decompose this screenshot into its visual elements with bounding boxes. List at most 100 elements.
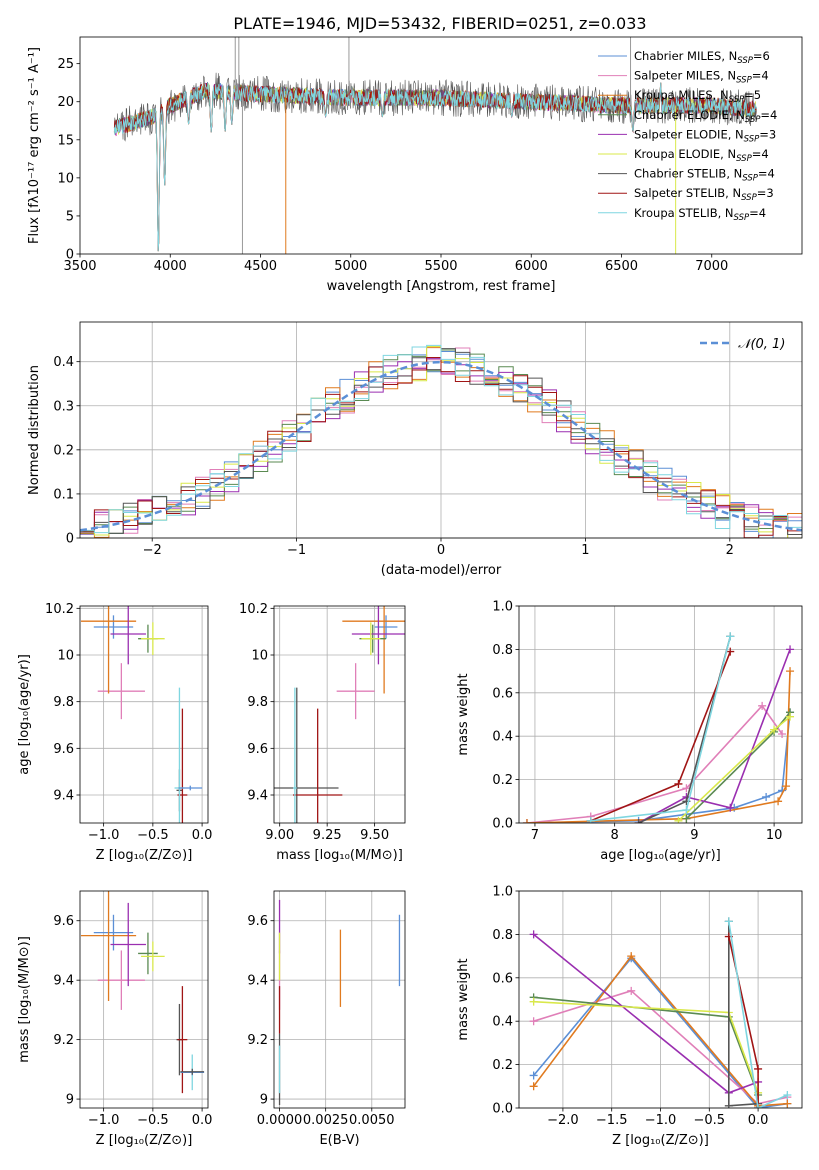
legend-label: Kroupa STELIB, NSSP=4 [634, 206, 766, 223]
x-tick-label: 1 [581, 543, 589, 558]
axes-frame [273, 605, 406, 824]
x-tick-label: 0.0 [192, 1113, 213, 1128]
weight-marker [627, 986, 636, 995]
x-tick-label: −1.0 [88, 1113, 120, 1128]
weight-marker [783, 1090, 792, 1099]
weight-line [526, 704, 783, 823]
weight-marker [770, 725, 779, 734]
histogram-series [80, 357, 802, 538]
weight-marker [758, 701, 767, 710]
spectrum-panel: 3500 4000 4500 5000 5500 6000 6500 7000 0 5 10 15 20… [27, 36, 803, 294]
weight-marker [786, 645, 795, 654]
legend: Chabrier MILES, NSSP=6 Salpeter MILES, NS… [598, 49, 777, 223]
y-tick-label: 0.8 [492, 643, 513, 658]
x-axis-label: Z [log₁₀(Z/Z⊙)] [96, 848, 193, 863]
legend-label: Chabrier MILES, NSSP=6 [634, 49, 770, 66]
age_vs_mass-plot-area [274, 606, 405, 823]
x-tick-label: 7000 [695, 259, 728, 274]
weight-marker [778, 730, 787, 739]
mass_vs_Z-panel: −1.0 −0.5 0.0 9 9.2 9.4 9.6 Z [log₁₀(Z/Z⊙)] mass… [17, 890, 213, 1148]
y-tick-label: 10 [251, 649, 268, 664]
x-tick-label: 4000 [154, 259, 187, 274]
weight-marker [522, 819, 531, 823]
legend-subscript: SSP [741, 193, 757, 203]
x-axis-label: (data-model)/error [381, 563, 502, 578]
y-tick-label: 9.2 [247, 1033, 268, 1048]
weight_vs_Z-plot-area [529, 917, 792, 1108]
y-tick-label: 9.6 [53, 914, 74, 929]
legend-tail: =4 [760, 108, 777, 122]
axes-frame [79, 605, 209, 824]
y-tick-label: 0.0 [492, 817, 513, 832]
age_vs_Z-plot-area [80, 606, 203, 823]
y-tick-label: 9.6 [247, 914, 268, 929]
y-tick-label: 1.0 [492, 600, 513, 615]
legend-subscript: SSP [742, 174, 758, 184]
weight-marker [674, 816, 683, 823]
x-tick-label: 9 [690, 828, 698, 843]
weight-marker [754, 1064, 763, 1073]
weight-line [532, 954, 788, 1107]
y-tick-label: 25 [57, 57, 74, 72]
legend-tail: =4 [752, 69, 769, 83]
y-tick-label: 9.4 [247, 789, 268, 804]
histogram-series [80, 344, 802, 534]
x-tick-label: −1.0 [645, 1113, 677, 1128]
legend-subscript: SSP [745, 115, 761, 125]
x-tick-label: 9.50 [360, 828, 389, 843]
axes-frame [518, 605, 803, 824]
weight-marker [724, 917, 733, 926]
x-tick-label: −0.5 [137, 828, 169, 843]
x-axis-label: wavelength [Angstrom, rest frame] [327, 279, 556, 294]
weight-marker [586, 816, 595, 823]
y-tick-label: 9.6 [247, 742, 268, 757]
x-tick-label: −2 [143, 543, 162, 558]
y-tick-label: 0.6 [492, 971, 513, 986]
spectrum-plot-area [113, 37, 757, 254]
axes-frame [79, 36, 803, 255]
legend-label: Kroupa ELODIE, NSSP=4 [634, 147, 769, 164]
x-axis-label: E(B-V) [319, 1133, 359, 1148]
y-tick-label: 15 [57, 133, 74, 148]
weight-marker [682, 814, 691, 823]
y-axis-label: Flux [fλ10⁻¹⁷ erg cm⁻² s⁻¹ A⁻¹] [27, 47, 42, 244]
spectrum-line [113, 82, 757, 252]
y-tick-label: 9.4 [53, 974, 74, 989]
y-tick-label: 0.1 [53, 487, 74, 502]
x-tick-label: 0.0 [748, 1113, 769, 1128]
legend-label: Salpeter STELIB, NSSP=3 [634, 186, 774, 203]
residuals-panel: −2 −1 0 1 2 0 0.1 0.2 0.3 0.4 (data-model)/error No… [27, 321, 803, 578]
mass_vs_EBV-panel: 0.0000 0.0025 0.0050 9 9.2 9.4 9.6 E(B-V) [247, 890, 406, 1148]
y-tick-label: 9 [260, 1093, 268, 1108]
y-tick-label: 0.3 [53, 399, 74, 414]
y-axis-label: mass weight [456, 958, 471, 1040]
weight-marker [726, 647, 735, 656]
x-tick-label: 6000 [515, 259, 548, 274]
weight-line [532, 957, 788, 1108]
mass_vs_EBV-plot-area [278, 899, 401, 1106]
weight_vs_age-panel: 7 8 9 10 0.0 0.2 0.4 0.6 0.8 1.0 age [log₁₀(age/yr… [456, 600, 803, 863]
y-tick-label: 9.8 [53, 695, 74, 710]
y-tick-label: 0.8 [492, 928, 513, 943]
y-tick-label: 9.4 [53, 789, 74, 804]
y-tick-label: 0.2 [53, 443, 74, 458]
y-tick-label: 9.8 [247, 695, 268, 710]
x-tick-label: 2 [726, 543, 734, 558]
weight-marker [627, 952, 636, 961]
legend-subscript: SSP [729, 95, 745, 105]
weight-line [638, 649, 791, 823]
legend-subscript: SSP [737, 56, 753, 66]
weight-line [590, 636, 732, 822]
y-tick-label: 9 [66, 1093, 74, 1108]
y-tick-label: 0.6 [492, 686, 513, 701]
y-tick-label: 0.4 [53, 355, 74, 370]
x-tick-label: 0.0 [192, 828, 213, 843]
weight-marker [682, 805, 691, 814]
weight-line [526, 671, 791, 823]
legend-label: Chabrier ELODIE, NSSP=4 [634, 108, 777, 125]
y-tick-label: 0.2 [492, 1058, 513, 1073]
weight-marker [783, 1099, 792, 1108]
x-tick-label: −2.0 [547, 1113, 579, 1128]
y-axis-label: mass [log₁₀(M/M⊙)] [17, 936, 32, 1063]
weight-marker [786, 712, 795, 721]
